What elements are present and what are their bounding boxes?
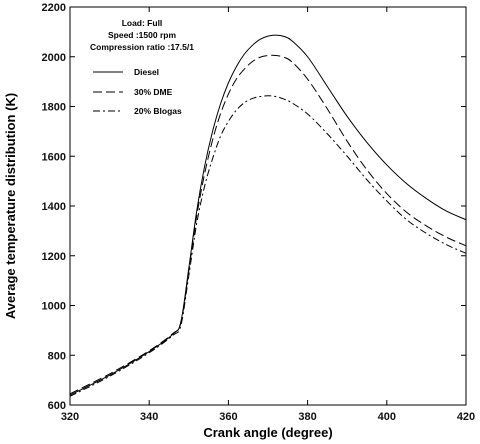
y-tick-label: 1400 [42,201,66,213]
x-tick-label: 420 [457,411,475,423]
x-tick-label: 400 [378,411,396,423]
x-tick-label: 340 [140,411,158,423]
legend-label-dme: 30% DME [134,87,173,97]
legend-label-blogas: 20% Blogas [134,106,182,116]
series-line-diesel [69,34,467,396]
annotation-block: Load: Full Speed :1500 rpm Compression r… [90,18,194,52]
axis-ticks: 320 340 360 380 400 420 600 800 1000 1200 1400 1600… [42,2,476,423]
x-tick-label: 320 [61,411,79,423]
annotation-load: Load: Full [122,18,163,28]
series-line-dme [69,54,467,395]
series-line-blogas [69,95,467,397]
series-layer [69,34,467,397]
y-tick-label: 1600 [42,151,66,163]
y-tick-label: 1200 [42,251,66,263]
x-tick-label: 380 [298,411,316,423]
y-tick-label: 800 [48,350,66,362]
legend-label-diesel: Diesel [134,67,159,77]
y-tick-label: 1800 [42,102,66,114]
y-axis-title: Average temperature distribution (K) [3,93,18,319]
annotation-compression: Compression ratio :17.5/1 [90,42,194,52]
y-tick-label: 2000 [42,52,66,64]
y-tick-label: 600 [48,400,66,412]
plot-frame [69,6,467,406]
x-tick-label: 360 [219,411,237,423]
annotation-speed: Speed :1500 rpm [108,30,176,40]
y-tick-label: 2200 [42,2,66,14]
x-axis-title: Crank angle (degree) [203,425,332,440]
y-tick-label: 1000 [42,301,66,313]
legend: Diesel 30% DME 20% Blogas [93,67,182,116]
